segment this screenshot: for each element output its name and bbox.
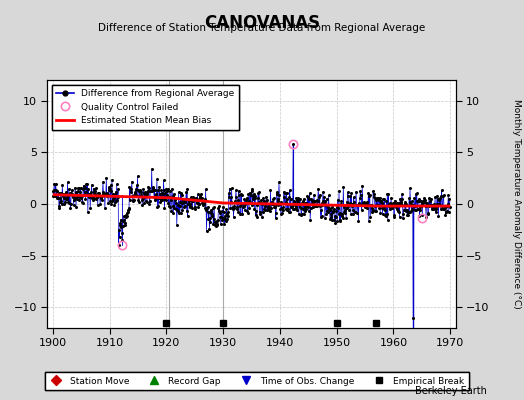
- Text: CANOVANAS: CANOVANAS: [204, 14, 320, 32]
- Legend: Difference from Regional Average, Quality Control Failed, Estimated Station Mean: Difference from Regional Average, Qualit…: [52, 84, 239, 130]
- Text: Monthly Temperature Anomaly Difference (°C): Monthly Temperature Anomaly Difference (…: [511, 99, 521, 309]
- Text: Berkeley Earth: Berkeley Earth: [416, 386, 487, 396]
- Text: Difference of Station Temperature Data from Regional Average: Difference of Station Temperature Data f…: [99, 23, 425, 33]
- Legend: Station Move, Record Gap, Time of Obs. Change, Empirical Break: Station Move, Record Gap, Time of Obs. C…: [45, 372, 468, 390]
